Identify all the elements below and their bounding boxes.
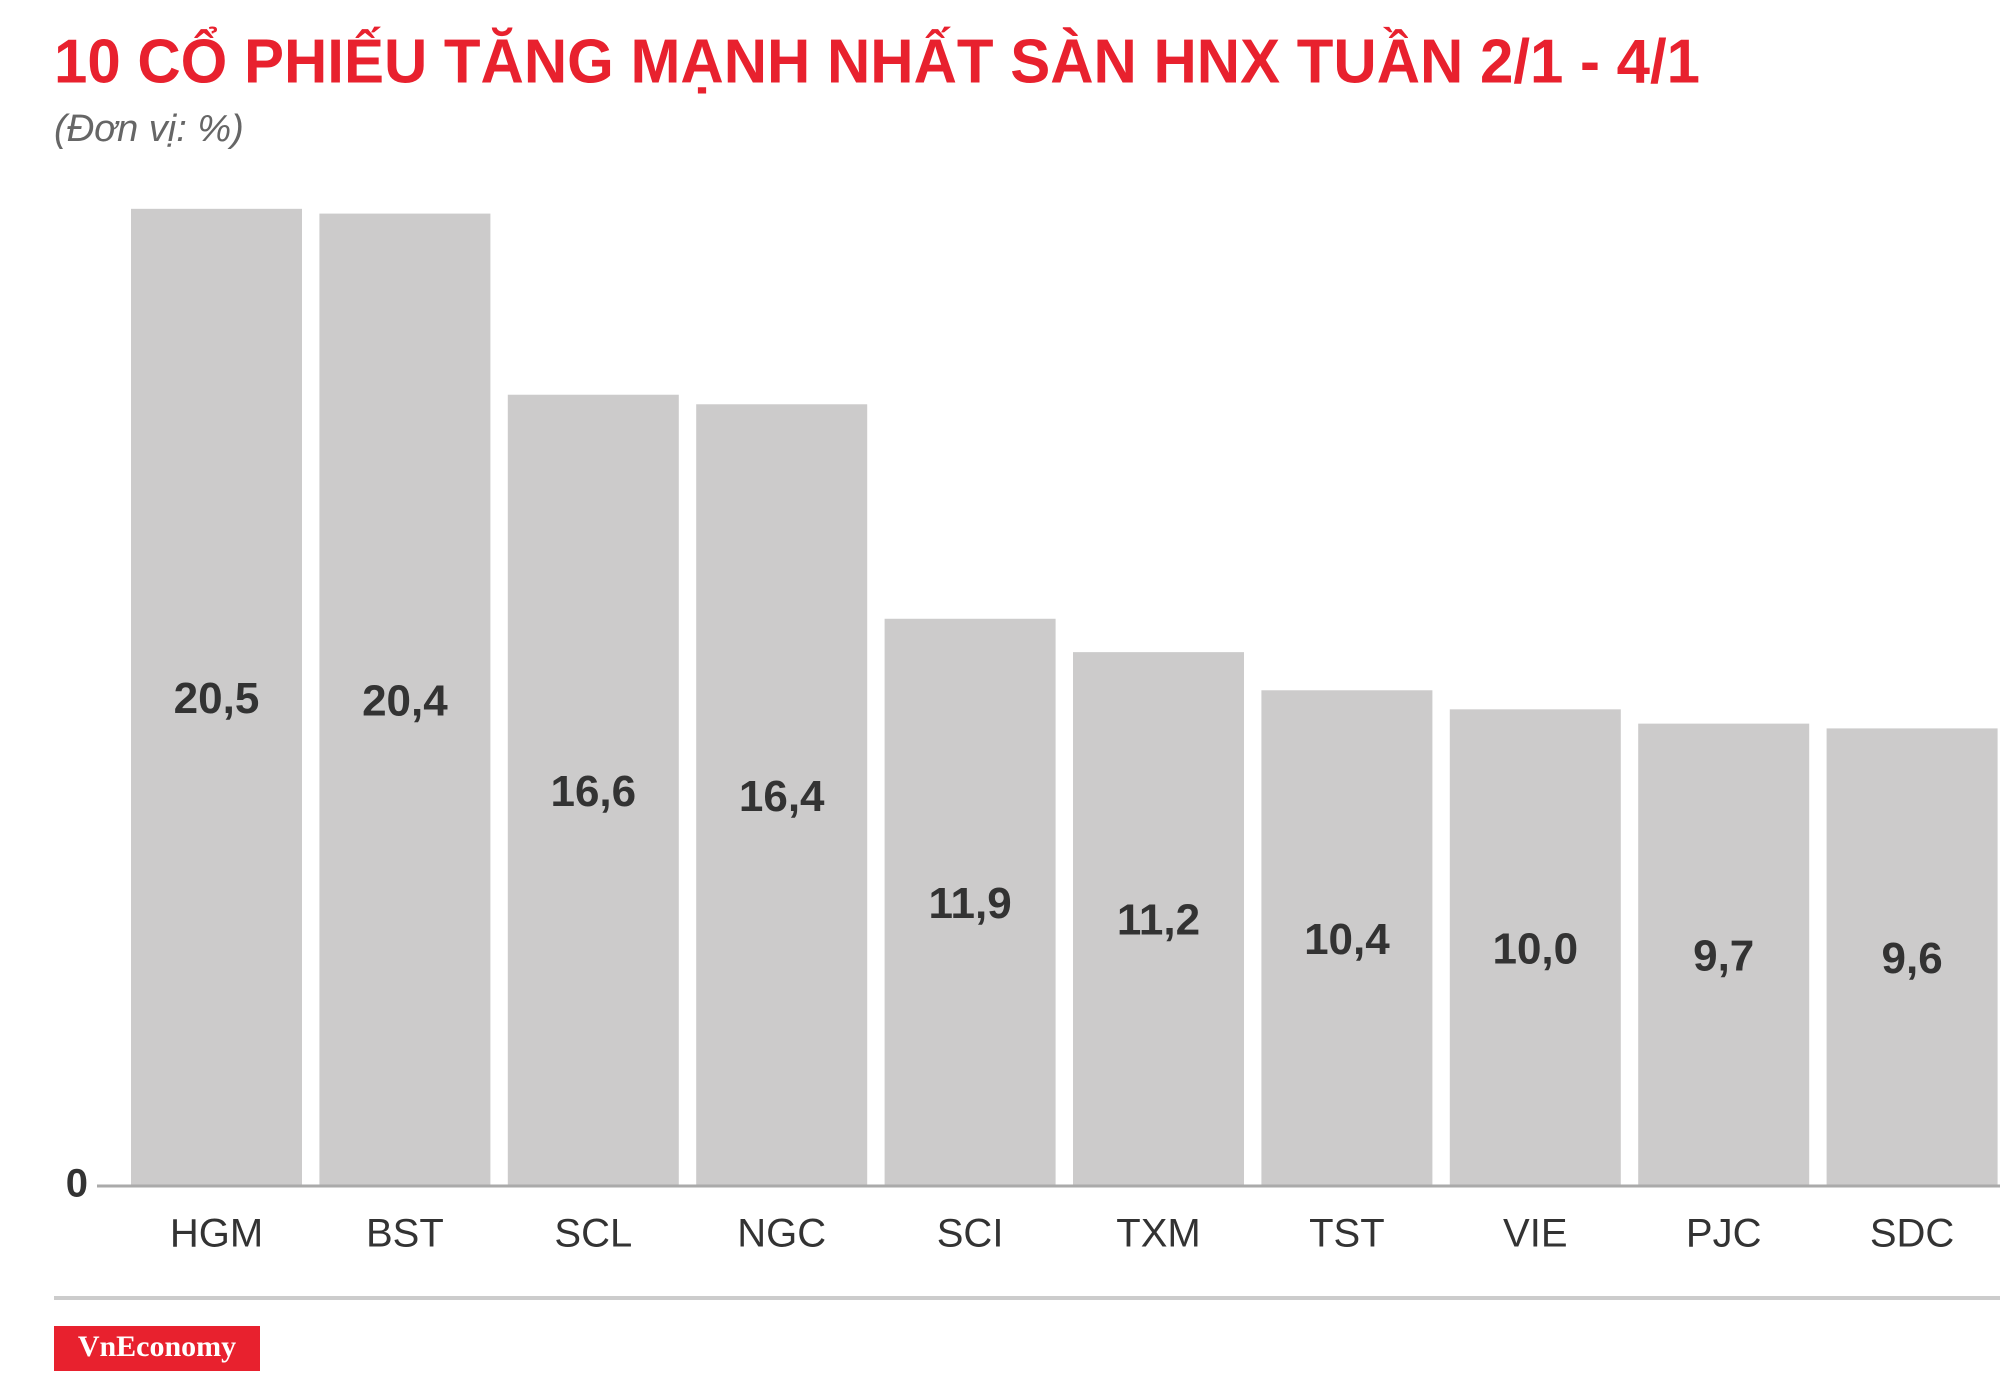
bar [131, 208, 302, 1187]
x-tick-label: NGC [737, 1212, 826, 1256]
value-label: 16,6 [550, 767, 636, 816]
value-label: 9,6 [1882, 934, 1943, 983]
value-label: 10,0 [1492, 924, 1578, 973]
value-label: 16,4 [739, 772, 825, 821]
x-tick-label: TST [1309, 1212, 1385, 1256]
logo: VnEconomy [78, 1330, 236, 1363]
x-tick-label: TXM [1116, 1212, 1200, 1256]
x-tick-label: PJC [1686, 1212, 1762, 1256]
bar [696, 404, 868, 1186]
value-label: 9,7 [1693, 931, 1754, 980]
value-label: 20,5 [174, 674, 260, 723]
bar [1826, 728, 1998, 1186]
bar [319, 213, 491, 1187]
bar [507, 394, 679, 1186]
chart-subtitle: (Đơn vị: %) [54, 108, 244, 150]
x-tick-label: SCL [554, 1212, 632, 1256]
bar [1261, 690, 1433, 1186]
value-label: 11,9 [928, 879, 1011, 928]
x-tick-label: SDC [1870, 1212, 1954, 1256]
x-tick-label: SCI [937, 1212, 1004, 1256]
bar [1638, 723, 1810, 1186]
x-tick-label: VIE [1503, 1212, 1567, 1256]
x-tick-label: BST [366, 1212, 444, 1256]
chart-title: 10 CỔ PHIẾU TĂNG MẠNH NHẤT SÀN HNX TUẦN … [54, 26, 1700, 96]
bar [1449, 709, 1621, 1186]
y-tick-label: 0 [66, 1162, 88, 1206]
x-tick-label: HGM [170, 1212, 263, 1256]
value-label: 20,4 [362, 676, 448, 725]
value-label: 10,4 [1304, 915, 1390, 964]
bar [1073, 652, 1244, 1186]
bar [884, 618, 1056, 1186]
logo-box [54, 1326, 260, 1371]
value-label: 11,2 [1117, 896, 1200, 945]
